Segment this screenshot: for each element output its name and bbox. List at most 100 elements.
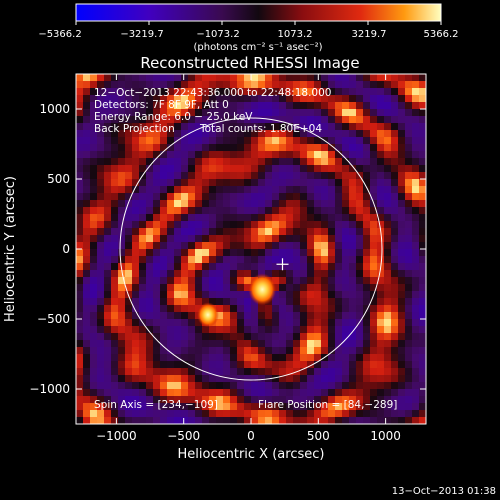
heatmap-cell: [251, 270, 259, 278]
heatmap-cell: [244, 284, 252, 292]
heatmap-cell: [188, 284, 196, 292]
heatmap-cell: [342, 200, 350, 208]
heatmap-cell: [223, 88, 231, 96]
heatmap-cell: [412, 137, 420, 145]
heatmap-cell: [272, 235, 280, 243]
heatmap-cell: [90, 382, 98, 390]
heatmap-cell: [286, 123, 294, 131]
x-axis-ticks: −1000 −500 0 500 1000: [96, 74, 401, 443]
heatmap-cell: [244, 396, 252, 404]
heatmap-cell: [167, 368, 175, 376]
heatmap-cell: [405, 221, 413, 229]
heatmap-cell: [398, 235, 406, 243]
heatmap-cell: [251, 200, 259, 208]
heatmap-cell: [384, 207, 392, 215]
heatmap-cell: [335, 354, 343, 362]
heatmap-cell: [125, 214, 133, 222]
heatmap-cell: [377, 410, 385, 418]
heatmap-cell: [293, 200, 301, 208]
heatmap-cell: [279, 312, 287, 320]
heatmap-cell: [419, 242, 426, 250]
heatmap-cell: [363, 130, 371, 138]
heatmap-cell: [356, 270, 364, 278]
heatmap-cell: [321, 361, 329, 369]
heatmap-cell: [398, 186, 406, 194]
heatmap-cell: [398, 81, 406, 89]
heatmap-cell: [244, 116, 252, 124]
heatmap-cell: [349, 207, 357, 215]
heatmap-cell: [160, 109, 168, 117]
heatmap-cell: [118, 417, 126, 424]
heatmap-cell: [356, 242, 364, 250]
heatmap-cell: [370, 417, 378, 424]
heatmap-cell: [97, 228, 105, 236]
heatmap-cell: [118, 396, 126, 404]
heatmap-cell: [398, 158, 406, 166]
heatmap-cell: [321, 417, 329, 424]
heatmap-cell: [118, 74, 126, 82]
heatmap-cell: [97, 396, 105, 404]
heatmap-cell: [279, 403, 287, 411]
heatmap-cell: [125, 221, 133, 229]
heatmap-cell: [216, 102, 224, 110]
heatmap-cell: [300, 354, 308, 362]
heatmap-cell: [216, 172, 224, 180]
heatmap-cell: [160, 333, 168, 341]
heatmap-cell: [90, 305, 98, 313]
heatmap-cell: [314, 179, 322, 187]
heatmap-cell: [104, 130, 112, 138]
heatmap-cell: [223, 347, 231, 355]
heatmap-cell: [188, 151, 196, 159]
heatmap-cell: [181, 179, 189, 187]
heatmap-cell: [363, 242, 371, 250]
heatmap-cell: [307, 235, 315, 243]
heatmap-cell: [412, 270, 420, 278]
heatmap-cell: [391, 207, 399, 215]
heatmap-cell: [167, 165, 175, 173]
heatmap-cell: [335, 361, 343, 369]
heatmap-cell: [419, 151, 426, 159]
heatmap-cell: [405, 81, 413, 89]
heatmap-cell: [174, 347, 182, 355]
heatmap-cell: [405, 137, 413, 145]
heatmap-cell: [265, 158, 273, 166]
heatmap-cell: [104, 326, 112, 334]
heatmap-cell: [265, 88, 273, 96]
heatmap-cell: [160, 284, 168, 292]
heatmap-cell: [419, 256, 426, 264]
heatmap-cell: [265, 109, 273, 117]
heatmap-cell: [104, 74, 112, 82]
heatmap-cell: [419, 382, 426, 390]
heatmap-cell: [272, 333, 280, 341]
heatmap-cell: [272, 270, 280, 278]
heatmap-cell: [132, 389, 140, 397]
heatmap-cell: [349, 228, 357, 236]
heatmap-cell: [412, 284, 420, 292]
heatmap-cell: [216, 158, 224, 166]
heatmap-cell: [160, 130, 168, 138]
heatmap-cell: [125, 417, 133, 424]
heatmap-cell: [328, 256, 336, 264]
heatmap-cell: [188, 165, 196, 173]
method-label: Back Projection: [94, 123, 175, 135]
heatmap-cell: [328, 396, 336, 404]
heatmap-cell: [104, 361, 112, 369]
heatmap-cell: [223, 291, 231, 299]
heatmap-cell: [377, 221, 385, 229]
heatmap-cell: [223, 256, 231, 264]
heatmap-cell: [83, 130, 91, 138]
heatmap-cell: [307, 403, 315, 411]
heatmap-cell: [146, 417, 154, 424]
heatmap-cell: [258, 158, 266, 166]
heatmap-cell: [328, 277, 336, 285]
heatmap-cell: [244, 319, 252, 327]
heatmap-cell: [153, 242, 161, 250]
heatmap-cell: [104, 207, 112, 215]
heatmap-cell: [244, 151, 252, 159]
heatmap-cell: [146, 165, 154, 173]
heatmap-cell: [251, 312, 259, 320]
heatmap-cell: [272, 403, 280, 411]
heatmap-cell: [223, 361, 231, 369]
heatmap-cell: [132, 249, 140, 257]
heatmap-cell: [132, 95, 140, 103]
